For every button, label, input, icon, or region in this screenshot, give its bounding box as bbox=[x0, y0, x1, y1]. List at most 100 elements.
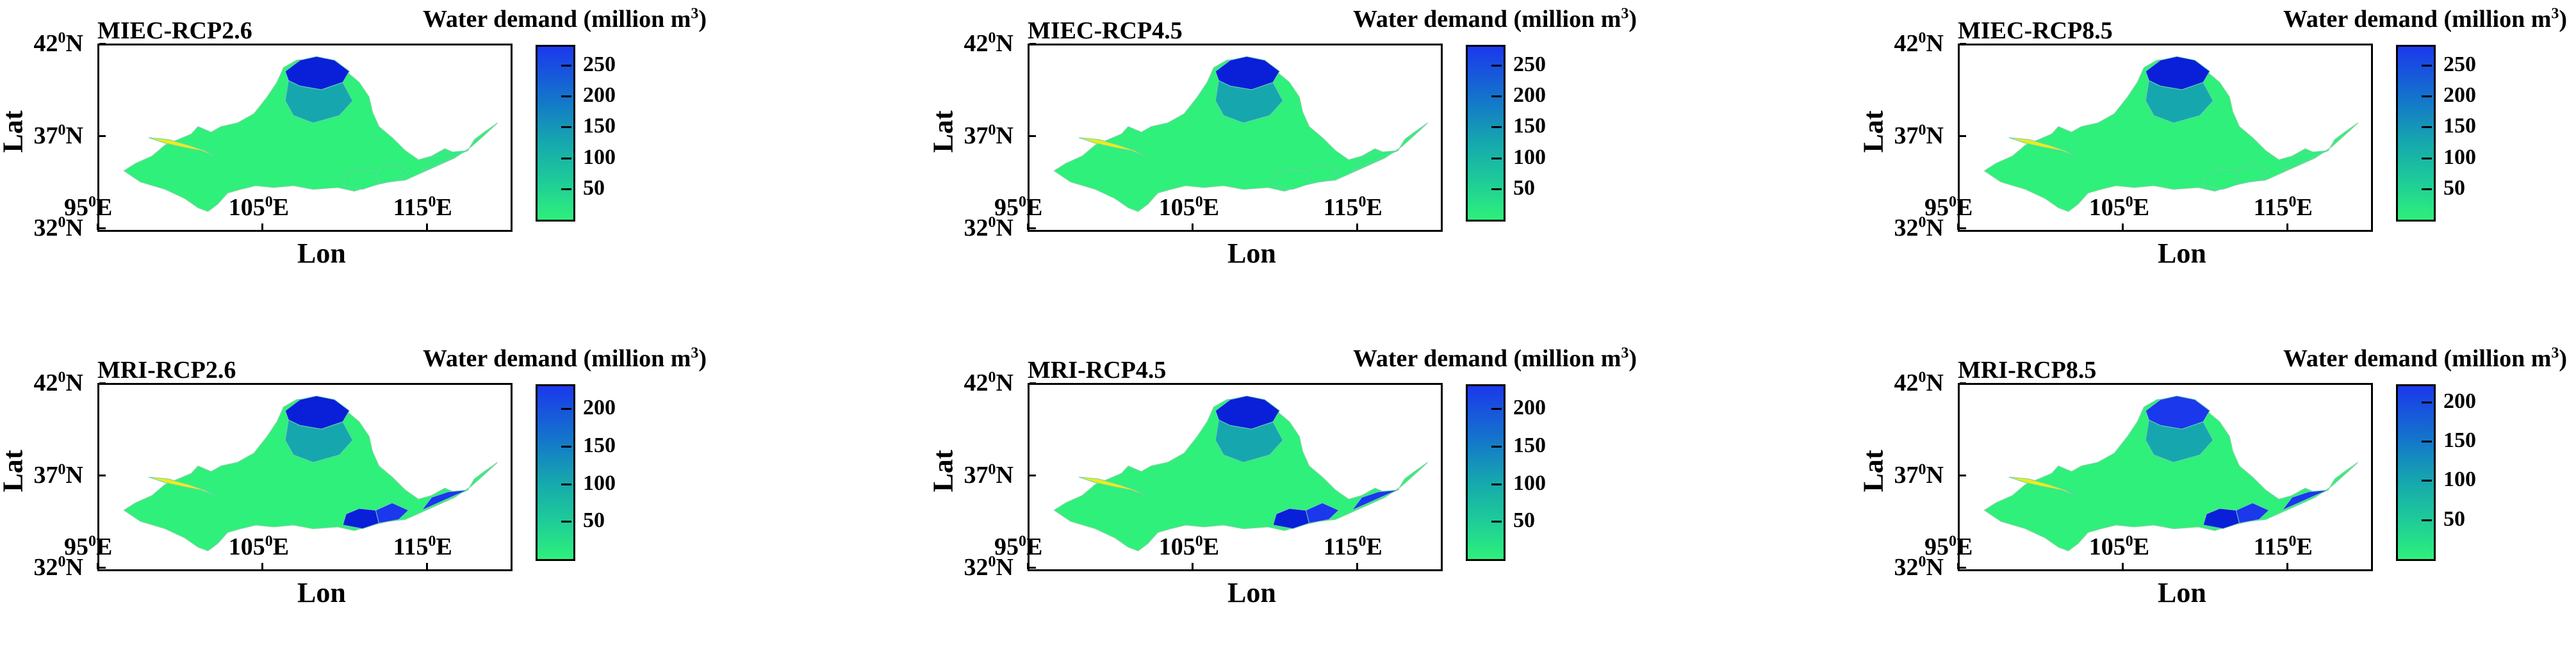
x-tick-label: 1150E bbox=[393, 193, 452, 221]
y-tick-label: 370N bbox=[964, 461, 1013, 489]
x-tick-mark bbox=[97, 563, 99, 569]
colorbar bbox=[1466, 45, 1505, 222]
y-tick-mark bbox=[1960, 135, 1966, 137]
map-axes bbox=[97, 383, 513, 571]
map-panel-3: Water demand (million m3) MIEC-RCP8.5 420N… bbox=[1858, 0, 2576, 320]
colorbar-tick-mark bbox=[2422, 95, 2432, 98]
x-tick-mark bbox=[261, 563, 263, 569]
y-tick-label: 320N bbox=[1894, 214, 1944, 241]
colorbar-tick-mark bbox=[2422, 480, 2432, 482]
colorbar-tick-label: 200 bbox=[583, 396, 616, 420]
panel-title: MIEC-RCP2.6 bbox=[97, 17, 252, 44]
colorbar-tick-label: 200 bbox=[583, 83, 616, 108]
y-tick-label: 320N bbox=[33, 553, 83, 581]
colorbar-tick-label: 100 bbox=[2443, 467, 2476, 492]
basin-region-east bbox=[2281, 489, 2329, 511]
colorbar-tick-mark bbox=[2422, 126, 2432, 129]
colorbar-tick-mark bbox=[1491, 188, 1502, 190]
basin-region-yellowStrip bbox=[148, 476, 215, 496]
basin-region-yellowStrip bbox=[2008, 476, 2076, 496]
colorbar-tick-mark bbox=[1491, 95, 1502, 98]
basin-region-east bbox=[421, 489, 468, 511]
panel-title: MIEC-RCP8.5 bbox=[1958, 17, 2113, 44]
x-tick-mark bbox=[1027, 563, 1029, 569]
map-panel-5: Water demand (million m3) MRI-RCP4.5 420N 3… bbox=[928, 339, 1840, 660]
colorbar-tick-mark bbox=[2422, 188, 2432, 190]
y-tick-mark bbox=[1030, 567, 1036, 569]
colorbar-title: Water demand (million m3) bbox=[1353, 345, 1637, 372]
colorbar-tick-mark bbox=[1491, 157, 1502, 159]
y-tick-mark bbox=[99, 135, 106, 137]
colorbar-tick-label: 150 bbox=[2443, 428, 2476, 452]
x-tick-mark bbox=[1027, 223, 1029, 230]
colorbar-tick-label: 100 bbox=[1513, 471, 1546, 495]
colorbar-title: Water demand (million m3) bbox=[423, 5, 707, 33]
colorbar-tick-label: 150 bbox=[1513, 114, 1546, 138]
x-tick-label: 1050E bbox=[228, 533, 290, 560]
y-axis-label: Lat bbox=[927, 110, 959, 153]
x-axis-label: Lon bbox=[297, 577, 346, 608]
x-tick-mark bbox=[1356, 563, 1358, 569]
y-tick-mark bbox=[1030, 475, 1036, 476]
colorbar-tick-mark bbox=[561, 483, 571, 485]
colorbar-tick-label: 200 bbox=[1513, 83, 1546, 108]
basin-map bbox=[1053, 56, 1428, 212]
x-axis-label: Lon bbox=[1227, 238, 1276, 269]
colorbar-tick-label: 100 bbox=[2443, 145, 2476, 169]
map-axes bbox=[97, 44, 513, 232]
basin-region-yellowStrip bbox=[1078, 476, 1145, 496]
x-tick-mark bbox=[1957, 223, 1959, 230]
basin-region-ordos bbox=[2145, 419, 2214, 463]
panel-title: MIEC-RCP4.5 bbox=[1028, 17, 1183, 44]
y-tick-label: 420N bbox=[964, 29, 1013, 57]
colorbar-tick-label: 200 bbox=[2443, 389, 2476, 413]
colorbar-tick-label: 50 bbox=[2443, 507, 2465, 531]
map-panel-6: Water demand (million m3) MRI-RCP8.5 420N 3… bbox=[1858, 339, 2576, 660]
x-tick-mark bbox=[1957, 563, 1959, 569]
y-tick-label: 320N bbox=[1894, 553, 1944, 581]
x-tick-mark bbox=[1191, 223, 1194, 230]
y-tick-mark bbox=[1960, 567, 1966, 569]
x-tick-label: 1150E bbox=[393, 533, 452, 560]
colorbar-tick-mark bbox=[1491, 483, 1502, 485]
colorbar-tick-mark bbox=[561, 95, 571, 98]
x-tick-mark bbox=[97, 223, 99, 230]
panel-title: MRI-RCP8.5 bbox=[1958, 357, 2097, 384]
colorbar-tick-mark bbox=[1491, 64, 1502, 67]
panel-title: MRI-RCP2.6 bbox=[97, 357, 236, 384]
map-panel-2: Water demand (million m3) MIEC-RCP4.5 420N… bbox=[928, 0, 1840, 320]
x-tick-label: 950E bbox=[64, 193, 113, 221]
colorbar-tick-label: 200 bbox=[2443, 83, 2476, 108]
basin-map bbox=[123, 395, 498, 551]
colorbar-title: Water demand (million m3) bbox=[2283, 5, 2568, 33]
colorbar-tick-label: 150 bbox=[1513, 433, 1546, 457]
y-tick-label: 420N bbox=[33, 29, 83, 57]
colorbar-tick-mark bbox=[2422, 440, 2432, 443]
y-tick-label: 420N bbox=[1894, 369, 1944, 396]
colorbar-title: Water demand (million m3) bbox=[1353, 5, 1637, 33]
map-axes bbox=[1958, 44, 2373, 232]
y-tick-mark bbox=[99, 475, 106, 476]
x-tick-mark bbox=[261, 223, 263, 230]
x-tick-mark bbox=[1191, 563, 1194, 569]
colorbar-tick-mark bbox=[2422, 519, 2432, 521]
colorbar-tick-label: 250 bbox=[2443, 52, 2476, 76]
colorbar-tick-mark bbox=[2422, 401, 2432, 403]
colorbar-title: Water demand (million m3) bbox=[423, 345, 707, 372]
x-axis-label: Lon bbox=[297, 238, 346, 269]
colorbar-tick-label: 100 bbox=[1513, 145, 1546, 169]
y-tick-mark bbox=[99, 227, 106, 229]
colorbar-tick-mark bbox=[561, 521, 571, 523]
y-tick-label: 370N bbox=[33, 122, 83, 149]
x-tick-label: 950E bbox=[1924, 193, 1973, 221]
x-tick-mark bbox=[425, 223, 428, 230]
colorbar bbox=[2396, 45, 2436, 222]
colorbar-tick-label: 150 bbox=[583, 114, 616, 138]
x-tick-label: 950E bbox=[994, 193, 1043, 221]
y-axis-label: Lat bbox=[0, 110, 29, 153]
x-tick-mark bbox=[1356, 223, 1358, 230]
x-axis-label: Lon bbox=[2158, 577, 2206, 608]
colorbar-title: Water demand (million m3) bbox=[2283, 345, 2568, 372]
basin-region-ordos bbox=[1215, 79, 1284, 124]
y-tick-label: 320N bbox=[964, 553, 1013, 581]
